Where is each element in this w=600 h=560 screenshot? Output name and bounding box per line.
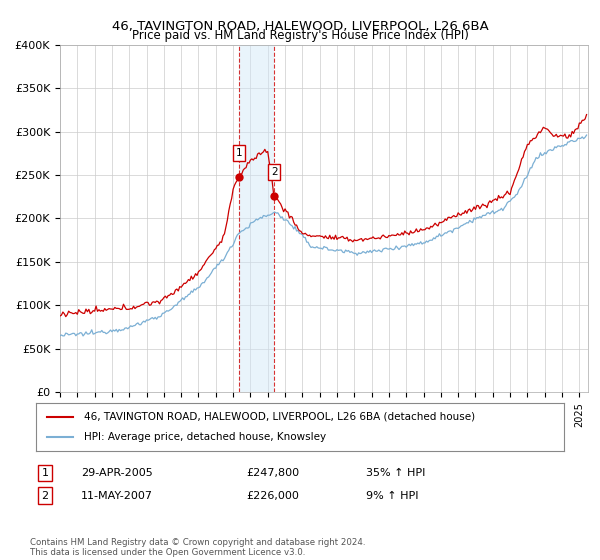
Text: 1: 1 [41,468,49,478]
Text: 46, TAVINGTON ROAD, HALEWOOD, LIVERPOOL, L26 6BA: 46, TAVINGTON ROAD, HALEWOOD, LIVERPOOL,… [112,20,488,32]
Text: 11-MAY-2007: 11-MAY-2007 [81,491,153,501]
Text: 46, TAVINGTON ROAD, HALEWOOD, LIVERPOOL, L26 6BA (detached house): 46, TAVINGTON ROAD, HALEWOOD, LIVERPOOL,… [83,412,475,422]
Text: Price paid vs. HM Land Registry's House Price Index (HPI): Price paid vs. HM Land Registry's House … [131,29,469,42]
Text: 9% ↑ HPI: 9% ↑ HPI [366,491,419,501]
Text: HPI: Average price, detached house, Knowsley: HPI: Average price, detached house, Know… [83,432,326,442]
Text: 35% ↑ HPI: 35% ↑ HPI [366,468,425,478]
Text: 29-APR-2005: 29-APR-2005 [81,468,153,478]
Text: £226,000: £226,000 [246,491,299,501]
Text: 2: 2 [41,491,49,501]
Text: 1: 1 [236,148,242,158]
Text: £247,800: £247,800 [246,468,299,478]
Text: 2: 2 [271,167,277,177]
Text: Contains HM Land Registry data © Crown copyright and database right 2024.
This d: Contains HM Land Registry data © Crown c… [30,538,365,557]
Bar [239,45,274,392]
